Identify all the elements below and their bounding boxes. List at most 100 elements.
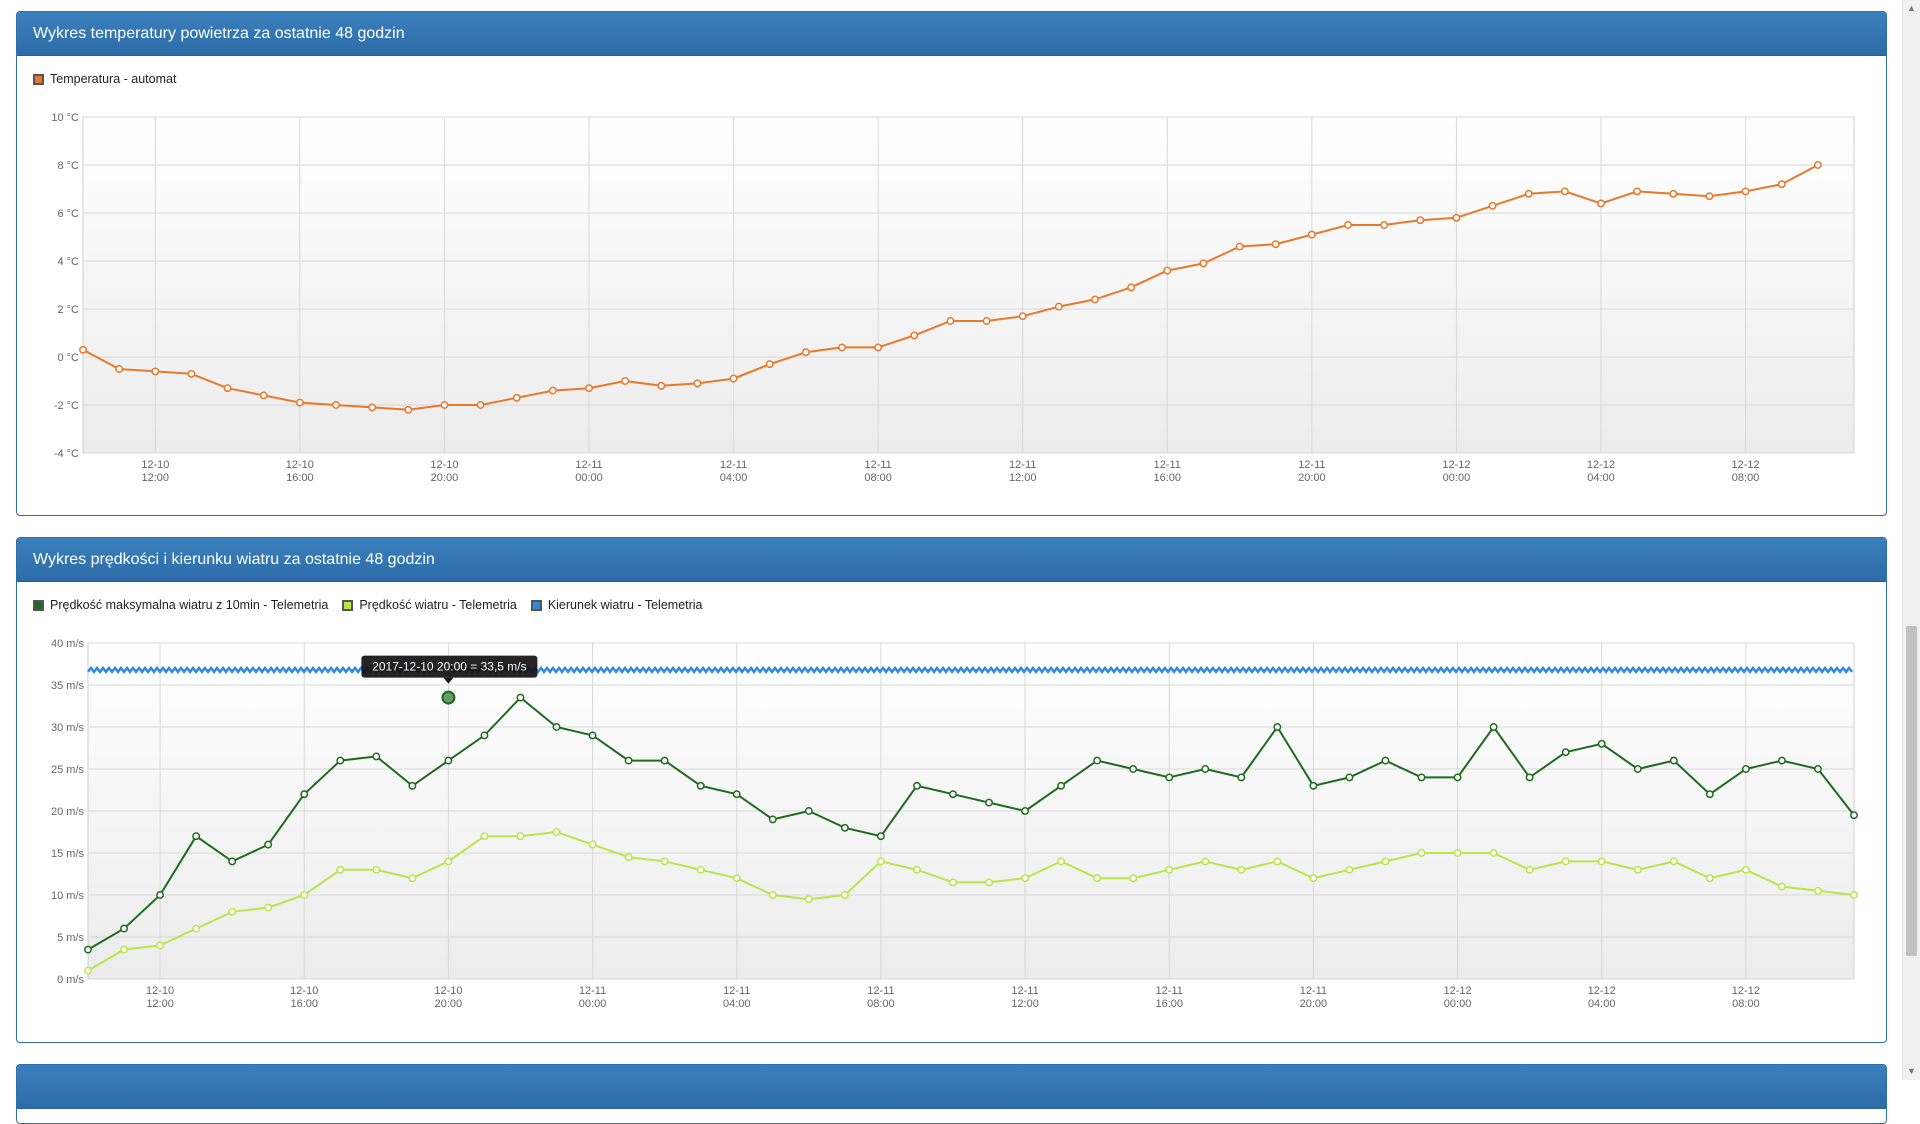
data-point bbox=[1020, 313, 1026, 319]
data-point bbox=[188, 371, 194, 377]
data-point bbox=[1236, 243, 1242, 249]
plot-area bbox=[83, 117, 1854, 453]
x-tick-label-time: 12:00 bbox=[1009, 472, 1037, 484]
data-point bbox=[1381, 222, 1387, 228]
y-tick-label: 40 m/s bbox=[51, 638, 85, 650]
x-tick-label-date: 12-10 bbox=[141, 459, 169, 471]
legend-swatch-wind-max bbox=[33, 600, 44, 611]
data-point bbox=[986, 879, 992, 885]
data-point bbox=[589, 841, 595, 847]
legend-label-wind-max: Prędkość maksymalna wiatru z 10min - Tel… bbox=[50, 598, 328, 612]
x-tick-label-date: 12-12 bbox=[1588, 985, 1616, 997]
data-point bbox=[441, 402, 447, 408]
data-point bbox=[1562, 858, 1568, 864]
legend-item-wind-max[interactable]: Prędkość maksymalna wiatru z 10min - Tel… bbox=[33, 598, 328, 612]
wind-legend: Prędkość maksymalna wiatru z 10min - Tel… bbox=[33, 598, 703, 612]
data-point bbox=[1707, 875, 1713, 881]
x-tick-label-time: 00:00 bbox=[1444, 998, 1472, 1010]
data-point bbox=[914, 867, 920, 873]
data-point bbox=[1092, 296, 1098, 302]
legend-item-wind-direction[interactable]: Kierunek wiatru - Telemetria bbox=[531, 598, 703, 612]
data-point bbox=[878, 858, 884, 864]
data-point bbox=[1058, 858, 1064, 864]
x-tick-label-date: 12-11 bbox=[1300, 985, 1327, 997]
wind-panel: Wykres prędkości i kierunku wiatru za os… bbox=[16, 537, 1887, 1043]
data-point bbox=[1164, 267, 1170, 273]
x-tick-label-date: 12-10 bbox=[290, 985, 318, 997]
y-tick-label: -4 °C bbox=[54, 448, 79, 460]
y-tick-label: 0 °C bbox=[57, 352, 79, 364]
scroll-down-arrow-icon[interactable]: ▼ bbox=[1903, 1063, 1920, 1080]
data-point bbox=[409, 875, 415, 881]
x-tick-label-date: 12-11 bbox=[1011, 985, 1038, 997]
page-scrollbar[interactable]: ▲ ▼ bbox=[1902, 0, 1920, 1080]
data-point bbox=[1346, 774, 1352, 780]
data-point bbox=[770, 816, 776, 822]
data-point bbox=[409, 783, 415, 789]
data-point bbox=[1671, 858, 1677, 864]
x-tick-label-time: 20:00 bbox=[1300, 998, 1328, 1010]
third-panel bbox=[16, 1064, 1887, 1124]
legend-item-temperatura[interactable]: Temperatura - automat bbox=[33, 72, 176, 86]
data-point bbox=[734, 875, 740, 881]
data-point bbox=[1094, 757, 1100, 763]
data-point bbox=[1130, 875, 1136, 881]
data-point bbox=[157, 892, 163, 898]
data-point bbox=[1526, 867, 1532, 873]
data-point bbox=[1670, 191, 1676, 197]
x-tick-label-time: 04:00 bbox=[723, 998, 751, 1010]
scroll-up-arrow-icon[interactable]: ▲ bbox=[1903, 0, 1920, 17]
y-tick-label: 0 m/s bbox=[57, 974, 84, 986]
data-point bbox=[803, 349, 809, 355]
data-point bbox=[369, 404, 375, 410]
data-point bbox=[116, 366, 122, 372]
data-point bbox=[1743, 766, 1749, 772]
data-point bbox=[229, 858, 235, 864]
data-point bbox=[1022, 875, 1028, 881]
data-point bbox=[85, 946, 91, 952]
data-point bbox=[1851, 892, 1857, 898]
x-tick-label-time: 04:00 bbox=[1588, 998, 1616, 1010]
data-point bbox=[1454, 774, 1460, 780]
data-point bbox=[1489, 203, 1495, 209]
x-tick-label-time: 08:00 bbox=[1732, 998, 1760, 1010]
x-tick-label-time: 08:00 bbox=[1732, 472, 1760, 484]
data-point bbox=[1310, 875, 1316, 881]
data-point bbox=[694, 380, 700, 386]
data-point bbox=[1417, 217, 1423, 223]
data-point bbox=[1599, 858, 1605, 864]
x-tick-label-date: 12-12 bbox=[1732, 985, 1760, 997]
x-tick-label-date: 12-11 bbox=[1156, 985, 1183, 997]
x-tick-label-time: 08:00 bbox=[867, 998, 895, 1010]
data-point bbox=[373, 867, 379, 873]
x-tick-label-time: 16:00 bbox=[286, 472, 314, 484]
x-tick-label-date: 12-12 bbox=[1443, 985, 1471, 997]
data-point bbox=[983, 318, 989, 324]
data-point bbox=[1599, 741, 1605, 747]
data-point bbox=[1779, 181, 1785, 187]
data-point bbox=[697, 867, 703, 873]
wind-chart[interactable]: 40 m/s 35 m/s 30 m/s 25 m/s 20 m/s 15 m/s 10 m… bbox=[17, 623, 1886, 1043]
x-tick-label-time: 20:00 bbox=[435, 998, 463, 1010]
temperature-chart[interactable]: 10 °C 8 °C 6 °C 4 °C 2 °C 0 °C -2 °C -4 °C 12-10… bbox=[17, 97, 1886, 516]
data-point bbox=[625, 757, 631, 763]
legend-label-wind-speed: Prędkość wiatru - Telemetria bbox=[359, 598, 516, 612]
x-tick-label-date: 12-11 bbox=[1009, 459, 1036, 471]
data-point bbox=[1200, 260, 1206, 266]
data-point bbox=[1273, 241, 1279, 247]
x-tick-label-date: 12-12 bbox=[1732, 459, 1760, 471]
x-tick-label-date: 12-11 bbox=[723, 985, 750, 997]
data-point bbox=[1851, 812, 1857, 818]
y-tick-label: 35 m/s bbox=[51, 680, 85, 692]
data-point bbox=[261, 392, 267, 398]
scroll-thumb[interactable] bbox=[1906, 626, 1917, 956]
data-point bbox=[1166, 867, 1172, 873]
legend-item-wind-speed[interactable]: Prędkość wiatru - Telemetria bbox=[342, 598, 516, 612]
data-point bbox=[1418, 850, 1424, 856]
data-point bbox=[481, 833, 487, 839]
data-point bbox=[517, 833, 523, 839]
data-point bbox=[947, 318, 953, 324]
data-point bbox=[337, 867, 343, 873]
x-tick-label-time: 00:00 bbox=[579, 998, 607, 1010]
data-point bbox=[550, 387, 556, 393]
